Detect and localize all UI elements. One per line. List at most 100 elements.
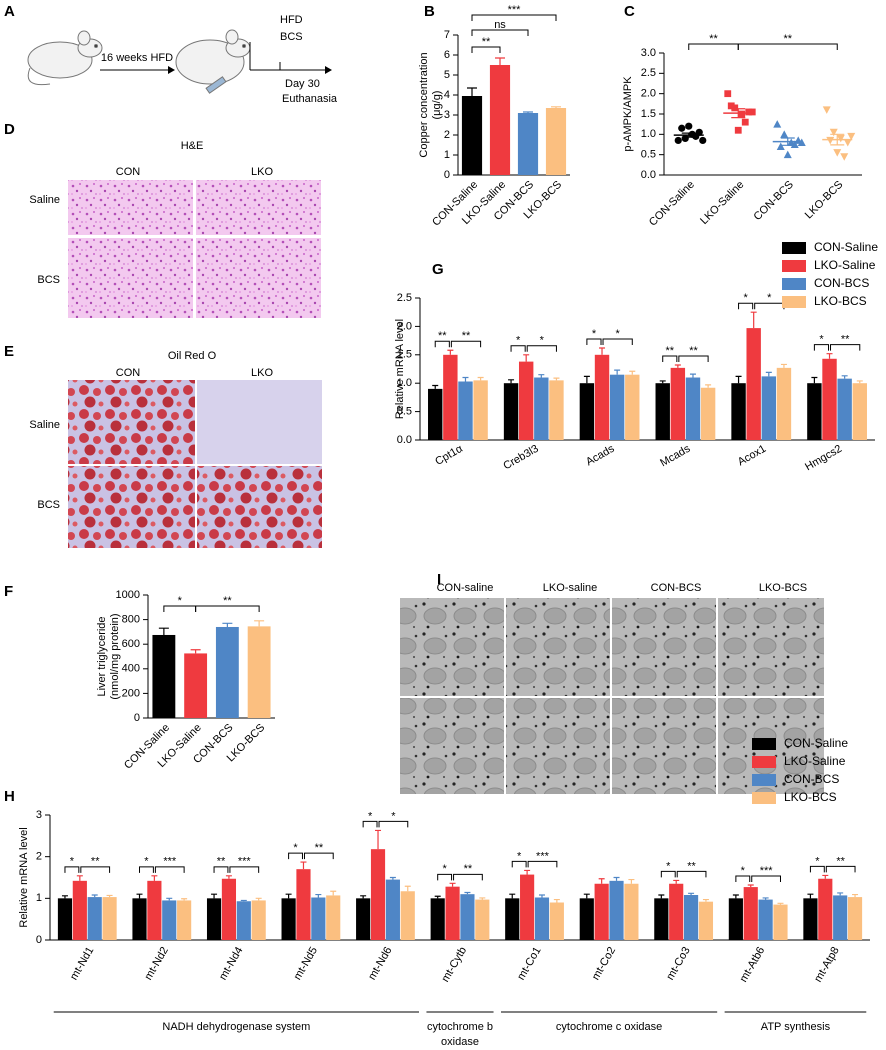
significance-label: *** [238, 856, 252, 868]
error-bar [76, 875, 83, 881]
error-bar [404, 885, 411, 892]
x-tick-label: mt-Co2 [590, 945, 618, 982]
bar [206, 898, 222, 940]
y-tick-label: 0.5 [397, 406, 412, 418]
column-label: CON [116, 367, 141, 379]
data-point [776, 142, 785, 151]
error-bar [509, 893, 516, 899]
error-bar [614, 369, 621, 375]
error-bar [240, 899, 247, 902]
bar [430, 898, 445, 940]
error-bar [598, 878, 605, 884]
y-tick-label: 1 [444, 149, 450, 161]
error-bar [731, 108, 746, 119]
significance-label: * [592, 328, 597, 340]
row-label: BCS [37, 274, 60, 286]
micrograph [197, 466, 322, 548]
error-bar [856, 380, 863, 384]
significance-label: * [391, 810, 396, 822]
bar [609, 880, 624, 940]
error-bar [464, 891, 471, 895]
x-tick-label: Creb3l3 [501, 443, 540, 473]
bar [534, 897, 550, 940]
bar [847, 897, 863, 940]
error-bar [151, 875, 158, 881]
bar [102, 897, 117, 940]
data-point [724, 90, 732, 98]
x-tick-label: mt-Co3 [664, 945, 692, 982]
panel-label: C [624, 3, 635, 20]
panel-label: H [4, 788, 15, 805]
y-tick-label: 3 [36, 809, 42, 821]
micrograph [68, 466, 195, 548]
bar [609, 374, 625, 440]
y-tick-label: 0.0 [397, 434, 412, 446]
data-point [727, 102, 735, 110]
significance-label: ** [462, 330, 471, 342]
data-point [826, 136, 835, 145]
y-tick-label: 3 [444, 109, 450, 121]
y-tick-label: 2.0 [397, 320, 412, 332]
significance-bracket [139, 866, 154, 873]
significance-label: ** [482, 36, 491, 48]
error-bar [166, 897, 173, 901]
error-bar [495, 57, 505, 65]
y-tick-label: 2.5 [397, 292, 412, 304]
panel-label: I [437, 571, 441, 588]
error-bar [432, 384, 439, 389]
error-bar [674, 364, 681, 368]
data-point [836, 134, 845, 143]
significance-bracket [213, 866, 229, 873]
error-bar [462, 376, 469, 382]
significance-bracket [830, 344, 861, 351]
y-tick-label: 0 [134, 712, 140, 724]
significance-label: ** [836, 855, 845, 867]
significance-label: ** [841, 334, 850, 346]
legend-swatch [752, 792, 776, 804]
x-tick-label: CON-BCS [752, 179, 796, 223]
x-tick-label: Mcads [658, 442, 692, 469]
bar [683, 895, 699, 940]
group-label: oxidase [441, 1036, 479, 1048]
y-tick-label: 1000 [116, 589, 140, 601]
significance-bracket [813, 344, 830, 351]
legend-label: CON-BCS [784, 772, 839, 786]
bar [822, 358, 837, 440]
significance-label: * [767, 292, 772, 304]
bar [152, 634, 176, 718]
y-axis-label: (nmol/mg protein) [109, 613, 121, 699]
y-axis-label: Copper concentration [418, 52, 430, 157]
column-label: LKO [251, 367, 273, 379]
bar [807, 383, 822, 440]
panel-title: H&E [181, 140, 204, 152]
x-tick-label: mt-Nd1 [68, 945, 96, 982]
error-bar [285, 893, 292, 899]
error-bar [765, 371, 772, 377]
significance-label: *** [536, 850, 550, 862]
x-tick-label: LKO-BCS [803, 179, 846, 222]
y-tick-label: 0.5 [641, 149, 656, 161]
data-point [685, 122, 693, 130]
error-bar [841, 375, 848, 379]
micrograph [68, 238, 193, 318]
x-tick-label: mt-Atp8 [812, 945, 842, 984]
error-bar [852, 893, 859, 898]
y-tick-label: 2.0 [641, 88, 656, 100]
bar [761, 376, 777, 440]
significance-bracket [229, 866, 260, 873]
bar [184, 653, 208, 718]
legend-swatch [782, 242, 806, 254]
micrograph [197, 380, 322, 464]
y-tick-label: 1.0 [641, 128, 656, 140]
error-bar [689, 373, 696, 378]
legend-label: LKO-BCS [814, 294, 867, 308]
em-grid [400, 598, 824, 794]
data-point [699, 136, 707, 145]
bar [489, 65, 511, 175]
significance-bracket [738, 302, 754, 310]
y-tick-label: 3.0 [641, 47, 656, 59]
bar [758, 899, 773, 940]
error-bar [523, 354, 530, 362]
bar [624, 883, 639, 940]
